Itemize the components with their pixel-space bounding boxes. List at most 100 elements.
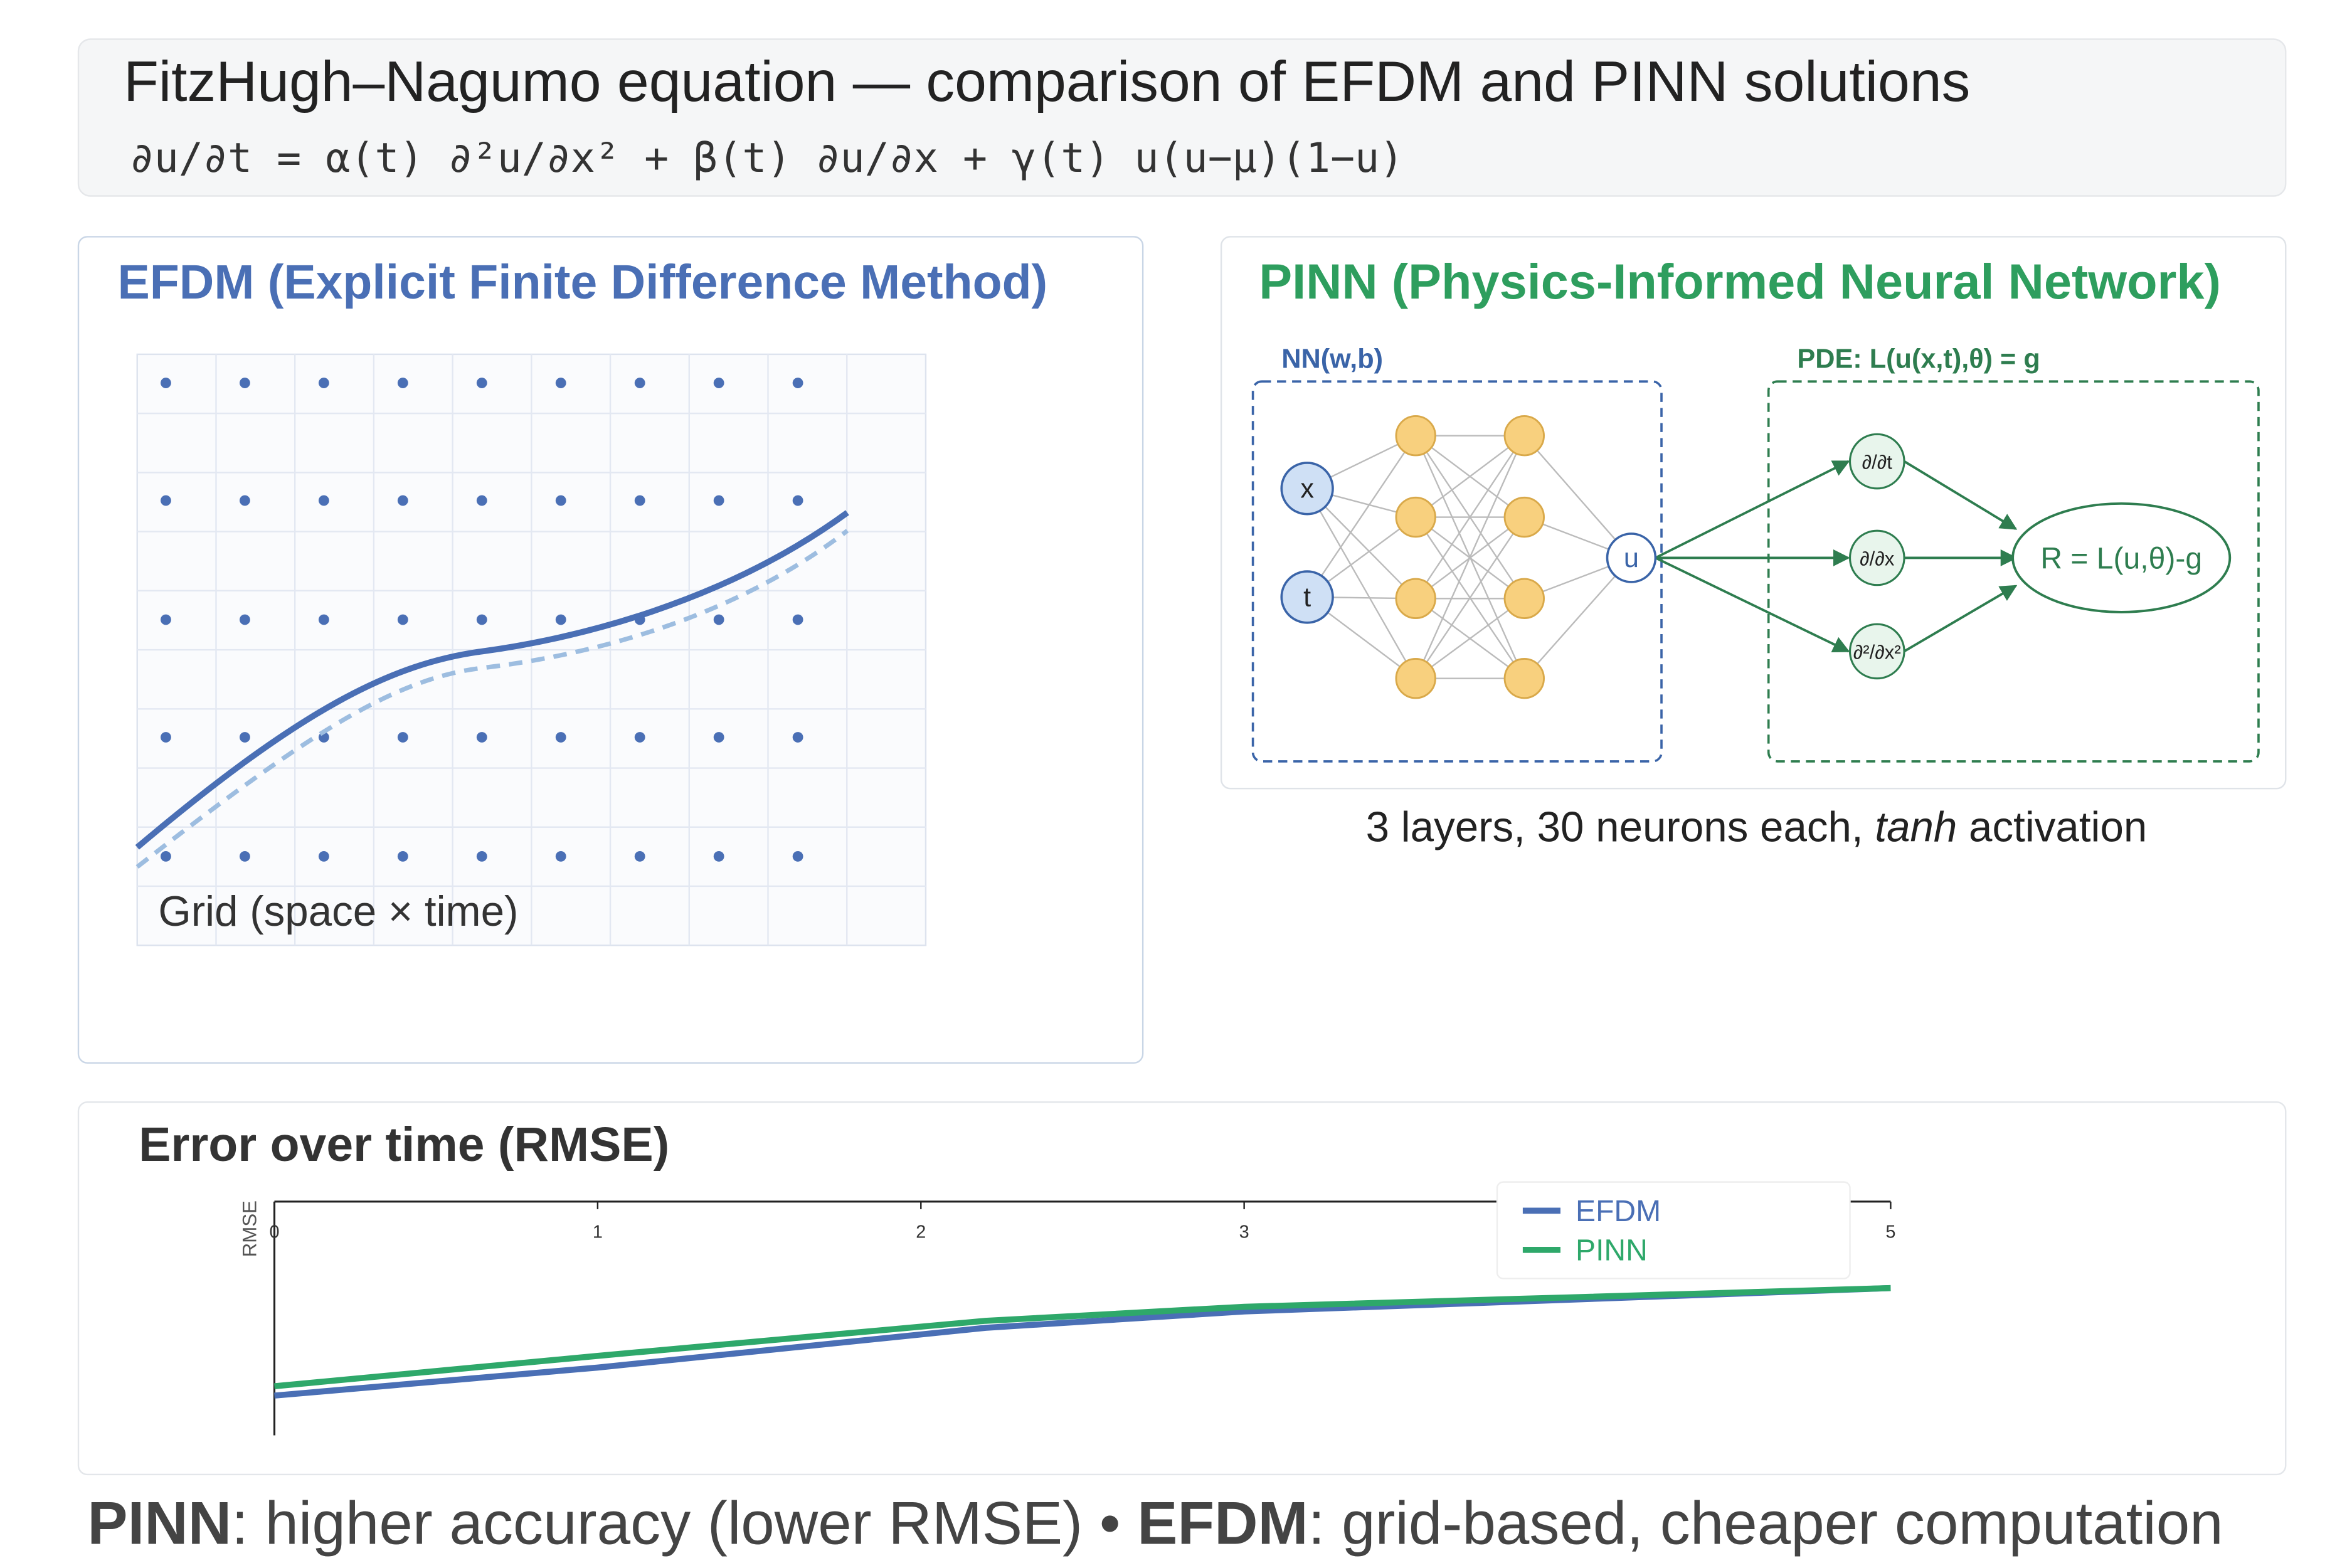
grid-node [792,614,803,625]
efdm-title: EFDM (Explicit Finite Difference Method) [118,255,1048,309]
caption-text: 3 layers, 30 neurons each, [1366,803,1875,850]
residual-label: R = L(u,θ)-g [2040,541,2202,575]
arrow [1655,556,1850,653]
grid-node [476,614,487,625]
pinn-caption: 3 layers, 30 neurons each, tanh activati… [1366,803,2148,850]
grid-node [239,614,250,625]
derivative-node [1848,623,1905,680]
grid-node [397,495,408,506]
grid-node [161,614,171,625]
grid-node [713,732,724,743]
derivative-label: ∂/∂x [1860,548,1895,569]
grid-node [161,850,171,862]
grid-node [713,495,724,506]
grid-node [555,614,566,625]
edge [1415,435,1525,679]
arrow [1904,460,2018,530]
efdm-grid [136,353,927,946]
hidden-node [1503,658,1545,699]
derivative-node [1848,529,1905,586]
grid-node [239,378,250,388]
x-tick-label: 3 [1239,1222,1249,1242]
footer: PINN: higher accuracy (lower RMSE) • EFD… [87,1490,2223,1557]
hidden-node [1395,578,1436,620]
grid-node [555,378,566,388]
input-node [1280,462,1334,516]
derivative-label: ∂/∂t [1862,452,1893,474]
pde-box [1767,380,2260,763]
x-tick-label: 0 [269,1222,279,1242]
nn-label: NN(w,b) [1281,344,1383,374]
derivative-node [1848,433,1905,490]
x-tick-label: 2 [916,1222,926,1242]
grid-node [397,732,408,743]
grid-node [239,495,250,506]
efdm-solution-curve [135,510,849,850]
output-node [1606,532,1657,583]
footer-text: : grid-based, cheaper computation [1308,1490,2223,1557]
grid-node [555,495,566,506]
hidden-node [1503,578,1545,620]
grid-node [476,732,487,743]
grid-node [318,495,329,506]
chart: 012345EFDMPINN [269,1181,1895,1436]
residual-node [2011,502,2232,613]
grid-node [634,495,645,506]
edge [1415,516,1525,679]
grid-label: Grid (space × time) [158,888,518,935]
edge [1415,598,1525,679]
grid-node [397,850,408,862]
caption-text: tanh [1875,803,1957,850]
hidden-node [1503,415,1545,457]
grid-node [161,732,171,743]
grid-node [318,614,329,625]
arrow [1904,585,2018,653]
footer-text: : higher accuracy (lower RMSE) • [231,1490,1137,1557]
edge [1523,435,1632,559]
y-axis-label: RMSE [239,1200,261,1257]
edge [1306,488,1417,679]
legend-box [1496,1181,1851,1279]
grid-node [792,732,803,743]
grid-node [713,850,724,862]
grid-node [397,614,408,625]
header-title: FitzHugh–Nagumo equation — comparison of… [124,50,1970,114]
hidden-node [1503,496,1545,538]
grid-node [555,850,566,862]
grid-node [476,495,487,506]
grid-node [318,850,329,862]
input-label: t [1303,582,1311,612]
header-box [77,38,2287,197]
hidden-node [1395,415,1436,457]
grid-node [239,732,250,743]
grid-node [713,378,724,388]
x-tick-label: 1 [593,1222,603,1242]
grid-node [161,495,171,506]
grid-node [239,850,250,862]
edge [1523,557,1632,679]
grid-node [634,850,645,862]
x-tick-label: 5 [1885,1222,1895,1242]
hidden-node [1395,658,1436,699]
derivative-label: ∂²/∂x² [1853,641,1901,663]
footer-text: PINN [87,1490,231,1557]
grid-node [161,378,171,388]
grid-node [397,378,408,388]
grid-node [476,378,487,388]
arrow [1655,460,1850,559]
pinn-title: PINN (Physics-Informed Neural Network) [1259,253,2221,309]
edge [1415,435,1525,518]
input-label: x [1300,474,1314,504]
reference-curve [135,529,849,869]
edge [1415,435,1525,599]
grid-node [792,495,803,506]
line-series [274,1285,1891,1390]
equation: ∂u/∂t = α(t) ∂²u/∂x² + β(t) ∂u/∂x + γ(t)… [130,135,1404,182]
grid-node [634,732,645,743]
chart-title: Error over time (RMSE) [139,1118,669,1172]
footer-text: EFDM [1137,1490,1308,1557]
legend-label: EFDM [1576,1194,1661,1228]
hidden-node [1395,496,1436,538]
